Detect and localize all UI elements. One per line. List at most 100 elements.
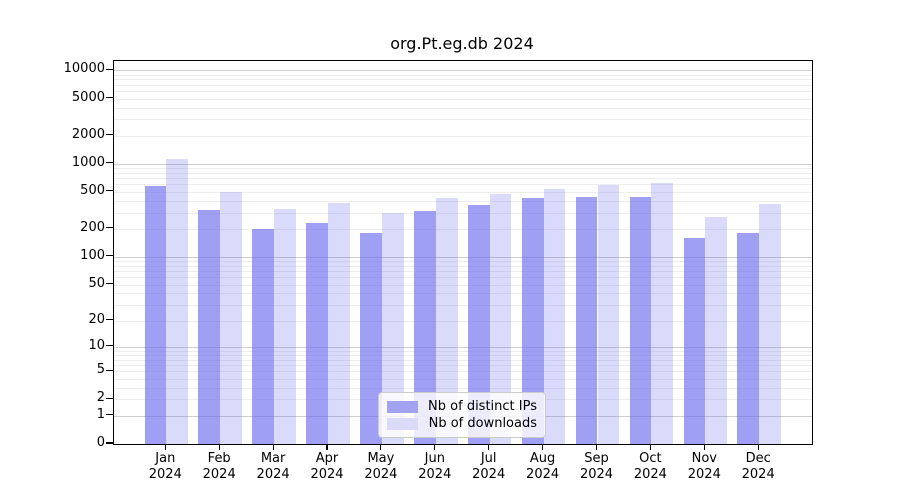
y-axis-tick-label: 1000 [71,154,105,170]
bar-distinct-ips [521,198,544,444]
x-axis-tick-mark [649,444,651,451]
bar-downloads [328,202,350,444]
bar-downloads [651,183,674,444]
bar-distinct-ips [683,237,706,444]
y-axis-tick-label: 50 [88,275,105,291]
bar-downloads [166,158,189,444]
bar-distinct-ips [252,228,275,444]
x-axis-tick-label: Jan 2024 [148,451,182,482]
gridline-minor [114,84,812,86]
x-axis-tick-mark [542,444,544,451]
y-axis-tick-mark [106,345,113,347]
gridline-minor [114,79,812,81]
y-axis-tick-label: 5 [96,362,105,378]
gridline-minor [114,284,812,286]
x-axis-tick-label: Oct 2024 [633,451,667,482]
gridline-minor [114,107,812,109]
gridline-minor [114,320,812,322]
y-axis-tick-label: 500 [80,182,105,198]
bar-distinct-ips [360,233,382,444]
y-axis-tick-label: 20 [88,311,105,327]
y-axis-tick-mark [106,397,113,399]
gridline-minor [114,371,812,373]
bar-downloads [705,216,728,444]
bar-distinct-ips [144,185,167,444]
bar-downloads [435,198,458,444]
bar-downloads [381,212,404,444]
y-axis-tick-label: 10000 [63,61,105,77]
x-axis-tick-mark [488,444,490,451]
y-axis-tick-label: 10 [88,337,105,353]
x-axis-tick-label: Aug 2024 [526,451,560,482]
x-axis-tick-mark [272,444,274,451]
gridline-minor [114,265,812,267]
legend-label-downloads: Nb of downloads [428,416,537,431]
legend-row-downloads: Nb of downloads [387,415,537,432]
gridline-minor [114,359,812,361]
gridline-minor [114,354,812,356]
y-axis-tick-label: 200 [80,219,105,235]
y-axis-tick-mark [106,227,113,229]
x-axis-tick-mark [326,444,328,451]
y-axis-tick-mark [106,162,113,164]
gridline-minor [114,293,812,295]
y-axis-tick-label: 2000 [71,126,105,142]
x-axis-tick-mark [380,444,382,451]
bar-distinct-ips [198,209,221,444]
x-axis-tick-label: Sep 2024 [579,451,614,482]
legend-label-distinct-ips: Nb of distinct IPs [428,399,537,414]
y-axis-tick-mark [106,282,113,285]
bar-downloads [489,193,512,444]
x-axis-tick-label: Mar 2024 [256,451,290,482]
plot-area [113,60,813,445]
bar-downloads [543,188,566,444]
legend-swatch-downloads [387,417,418,430]
chart-title: org.Pt.eg.db 2024 [390,34,534,53]
bar-distinct-ips [575,197,598,444]
gridline-minor [114,228,812,230]
gridline-minor [114,98,812,100]
gridline-minor [114,277,812,279]
legend-swatch-distinct-ips [387,400,418,413]
x-axis-tick-mark [595,444,598,451]
gridline-minor [114,261,812,262]
bar-downloads [597,185,620,444]
x-axis-tick-label: Dec 2024 [741,451,775,482]
y-axis-tick-mark [106,369,113,371]
gridline-minor [114,200,812,202]
y-axis-tick-mark [106,96,113,99]
x-axis-tick-label: Feb 2024 [202,451,236,482]
x-axis-tick-label: Nov 2024 [687,451,721,482]
gridline-minor [114,91,812,93]
y-axis-tick-label: 100 [80,247,105,263]
y-axis-tick-mark [106,68,113,70]
bar-distinct-ips [467,204,490,444]
x-axis-tick-mark [218,444,220,451]
gridline-minor [114,119,812,121]
gridline-minor [114,212,812,214]
legend-row-distinct-ips: Nb of distinct IPs [387,398,537,415]
y-axis-tick-mark [106,442,113,444]
legend: Nb of distinct IPs Nb of downloads [378,392,546,438]
bar-downloads [220,191,242,444]
x-axis-tick-label: Jul 2024 [472,451,506,482]
gridline-minor [114,191,812,193]
x-axis-tick-mark [164,444,166,451]
x-axis-tick-label: Apr 2024 [310,451,344,482]
y-axis-tick-label: 0 [96,435,105,450]
y-axis-tick-mark [106,134,113,136]
gridline-major [114,346,812,348]
bar-distinct-ips [629,197,652,444]
x-axis-tick-mark [757,444,759,451]
gridline-minor [114,304,812,306]
bar-downloads [274,208,296,444]
bar-distinct-ips [306,223,328,444]
y-axis-tick-mark [106,318,113,321]
x-axis-tick-label: May 2024 [364,451,398,482]
gridline-minor [114,178,812,180]
gridline-major [114,163,812,165]
y-axis-tick-label: 2 [96,390,105,406]
gridline-minor [114,184,812,186]
x-axis-tick-label: Jun 2024 [418,451,452,482]
y-axis-tick-mark [106,414,113,416]
